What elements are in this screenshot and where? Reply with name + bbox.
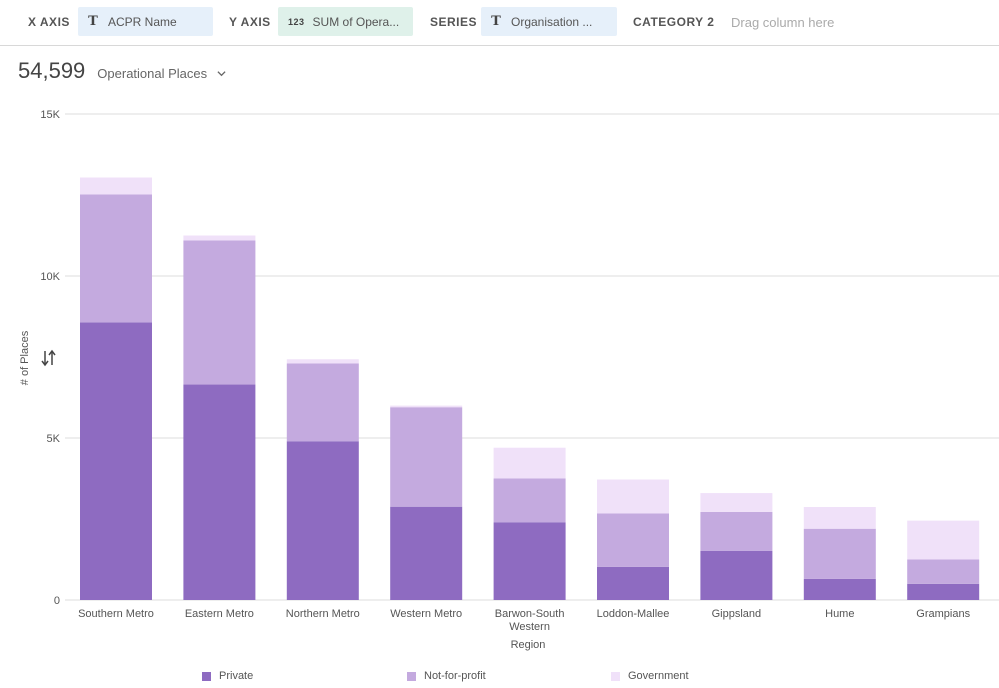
bar-segment-private[interactable] <box>700 550 773 600</box>
legend-item[interactable]: Private <box>202 670 253 682</box>
y-tick-label: 0 <box>54 595 60 607</box>
legend-label: Not-for-profit <box>424 670 486 682</box>
bar-segment-private[interactable] <box>597 566 669 600</box>
bar-segment-not-for-profit[interactable] <box>597 513 669 567</box>
bar-segment-not-for-profit[interactable] <box>700 511 773 551</box>
bar-segment-government[interactable] <box>803 507 876 529</box>
bar-segment-private[interactable] <box>80 322 152 600</box>
x-axis-field-pill[interactable]: T ACPR Name <box>78 7 213 36</box>
metric-selector[interactable]: 54,599 Operational Places <box>18 58 226 84</box>
bar-segment-government[interactable] <box>286 359 359 364</box>
category2-label: CATEGORY 2 <box>633 15 715 29</box>
bar-segment-not-for-profit[interactable] <box>907 559 980 584</box>
y-tick-label: 5K <box>47 433 61 445</box>
bar-segment-not-for-profit[interactable] <box>183 240 256 385</box>
chevron-down-icon[interactable] <box>217 69 226 78</box>
bar-segment-private[interactable] <box>183 384 256 600</box>
legend-swatch <box>407 671 416 681</box>
x-axis-label: X AXIS <box>28 15 70 29</box>
x-tick-label: Western Metro <box>390 608 462 620</box>
x-tick-label: Eastern Metro <box>185 608 254 620</box>
legend-swatch <box>202 671 211 681</box>
x-tick-label: Northern Metro <box>286 608 360 620</box>
bar-segment-government[interactable] <box>390 405 463 408</box>
category2-drop-zone[interactable]: Drag column here <box>731 15 835 30</box>
legend-swatch <box>611 671 620 681</box>
toolbar: X AXIS T ACPR Name Y AXIS 123 SUM of Ope… <box>0 0 999 46</box>
bar-segment-government[interactable] <box>80 177 152 195</box>
y-axis-field-pill[interactable]: 123 SUM of Opera... <box>278 7 413 36</box>
bar-segment-government[interactable] <box>183 235 256 241</box>
bar-segment-government[interactable] <box>907 520 980 560</box>
legend-label: Government <box>628 670 689 682</box>
bar-segment-not-for-profit[interactable] <box>803 528 876 579</box>
bar-segment-private[interactable] <box>907 583 980 600</box>
text-type-icon: T <box>491 14 501 29</box>
y-tick-label: 15K <box>40 109 60 121</box>
metric-name: Operational Places <box>97 66 208 81</box>
y-axis-label: Y AXIS <box>229 15 271 29</box>
x-tick-label: Loddon-Mallee <box>597 608 670 620</box>
y-axis-title: # of Places <box>19 330 31 385</box>
bar-segment-not-for-profit[interactable] <box>286 363 359 442</box>
x-tick-label: Grampians <box>916 608 970 620</box>
bar-segment-private[interactable] <box>390 506 463 600</box>
x-tick-label: Hume <box>825 608 854 620</box>
x-tick-label: Southern Metro <box>78 608 154 620</box>
bar-segment-government[interactable] <box>700 493 773 512</box>
sort-icon[interactable] <box>41 349 56 367</box>
text-type-icon: T <box>88 14 98 29</box>
y-tick-label: 10K <box>40 271 60 283</box>
bar-segment-not-for-profit[interactable] <box>493 478 566 523</box>
bar-segment-not-for-profit[interactable] <box>80 194 152 323</box>
legend-item[interactable]: Government <box>611 670 689 682</box>
x-axis-field-name: ACPR Name <box>108 14 177 29</box>
number-type-icon: 123 <box>288 16 305 27</box>
series-field-pill[interactable]: T Organisation ... <box>481 7 617 36</box>
y-axis-field-name: SUM of Opera... <box>312 14 400 29</box>
series-field-name: Organisation ... <box>511 14 593 29</box>
x-axis-title: Region <box>511 639 546 651</box>
series-label: SERIES <box>430 15 478 29</box>
x-tick-label: Barwon-South Western <box>495 608 565 633</box>
metric-total: 54,599 <box>18 58 86 83</box>
bar-segment-private[interactable] <box>803 578 876 600</box>
bar-segment-government[interactable] <box>493 447 566 479</box>
legend-label: Private <box>219 670 254 682</box>
bar-segment-private[interactable] <box>493 522 566 600</box>
bar-segment-not-for-profit[interactable] <box>390 407 463 507</box>
bar-segment-private[interactable] <box>286 441 359 600</box>
x-tick-label: Gippsland <box>712 608 762 620</box>
legend-item[interactable]: Not-for-profit <box>407 670 486 682</box>
bar-segment-government[interactable] <box>597 479 669 514</box>
